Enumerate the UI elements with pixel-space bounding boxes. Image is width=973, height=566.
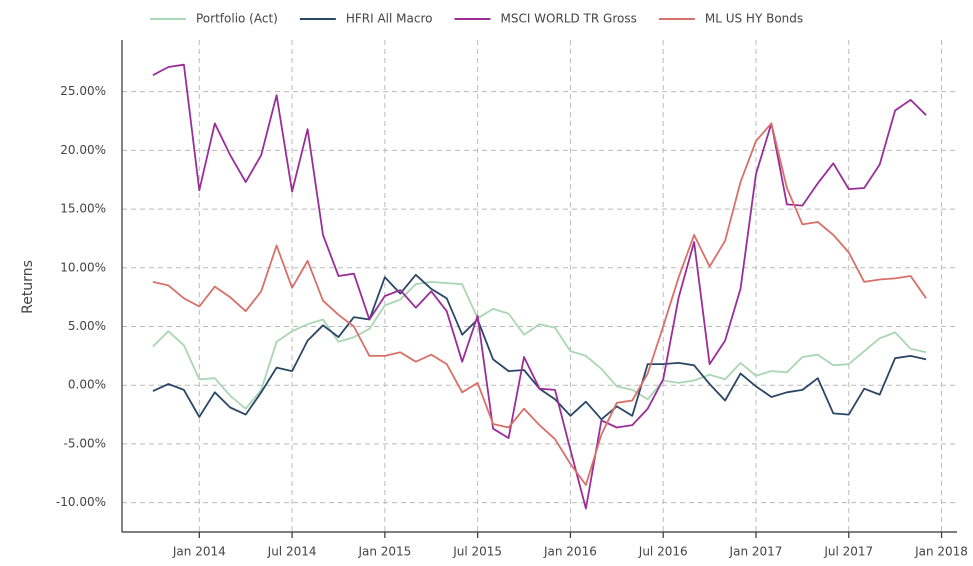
y-tick-label: 0.00% [68,378,106,392]
x-tick-label: Jan 2015 [357,545,411,559]
y-tick-label: -5.00% [64,436,106,450]
x-tick-label: Jan 2017 [729,545,783,559]
x-tick-label: Jan 2018 [914,545,968,559]
series-line [152,280,927,410]
legend-label: HFRI All Macro [346,12,433,26]
legend-label: ML US HY Bonds [705,12,803,26]
x-tick-label: Jul 2017 [823,545,873,559]
y-tick-label: -10.00% [56,495,106,509]
legend-label: Portfolio (Act) [196,12,278,26]
series-line [152,122,927,486]
y-tick-label: 15.00% [60,202,106,216]
y-tick-label: 10.00% [60,260,106,274]
legend-label: MSCI WORLD TR Gross [500,12,636,26]
y-tick-label: 20.00% [60,143,106,157]
y-tick-label: 25.00% [60,84,106,98]
series-line [152,273,927,421]
y-axis-label: Returns [20,260,36,314]
x-tick-label: Jan 2016 [543,545,597,559]
x-tick-label: Jul 2016 [638,545,688,559]
x-tick-label: Jul 2014 [267,545,317,559]
series-line [152,63,927,510]
x-tick-label: Jul 2015 [452,545,502,559]
y-tick-label: 5.00% [68,319,106,333]
x-tick-label: Jan 2014 [172,545,226,559]
